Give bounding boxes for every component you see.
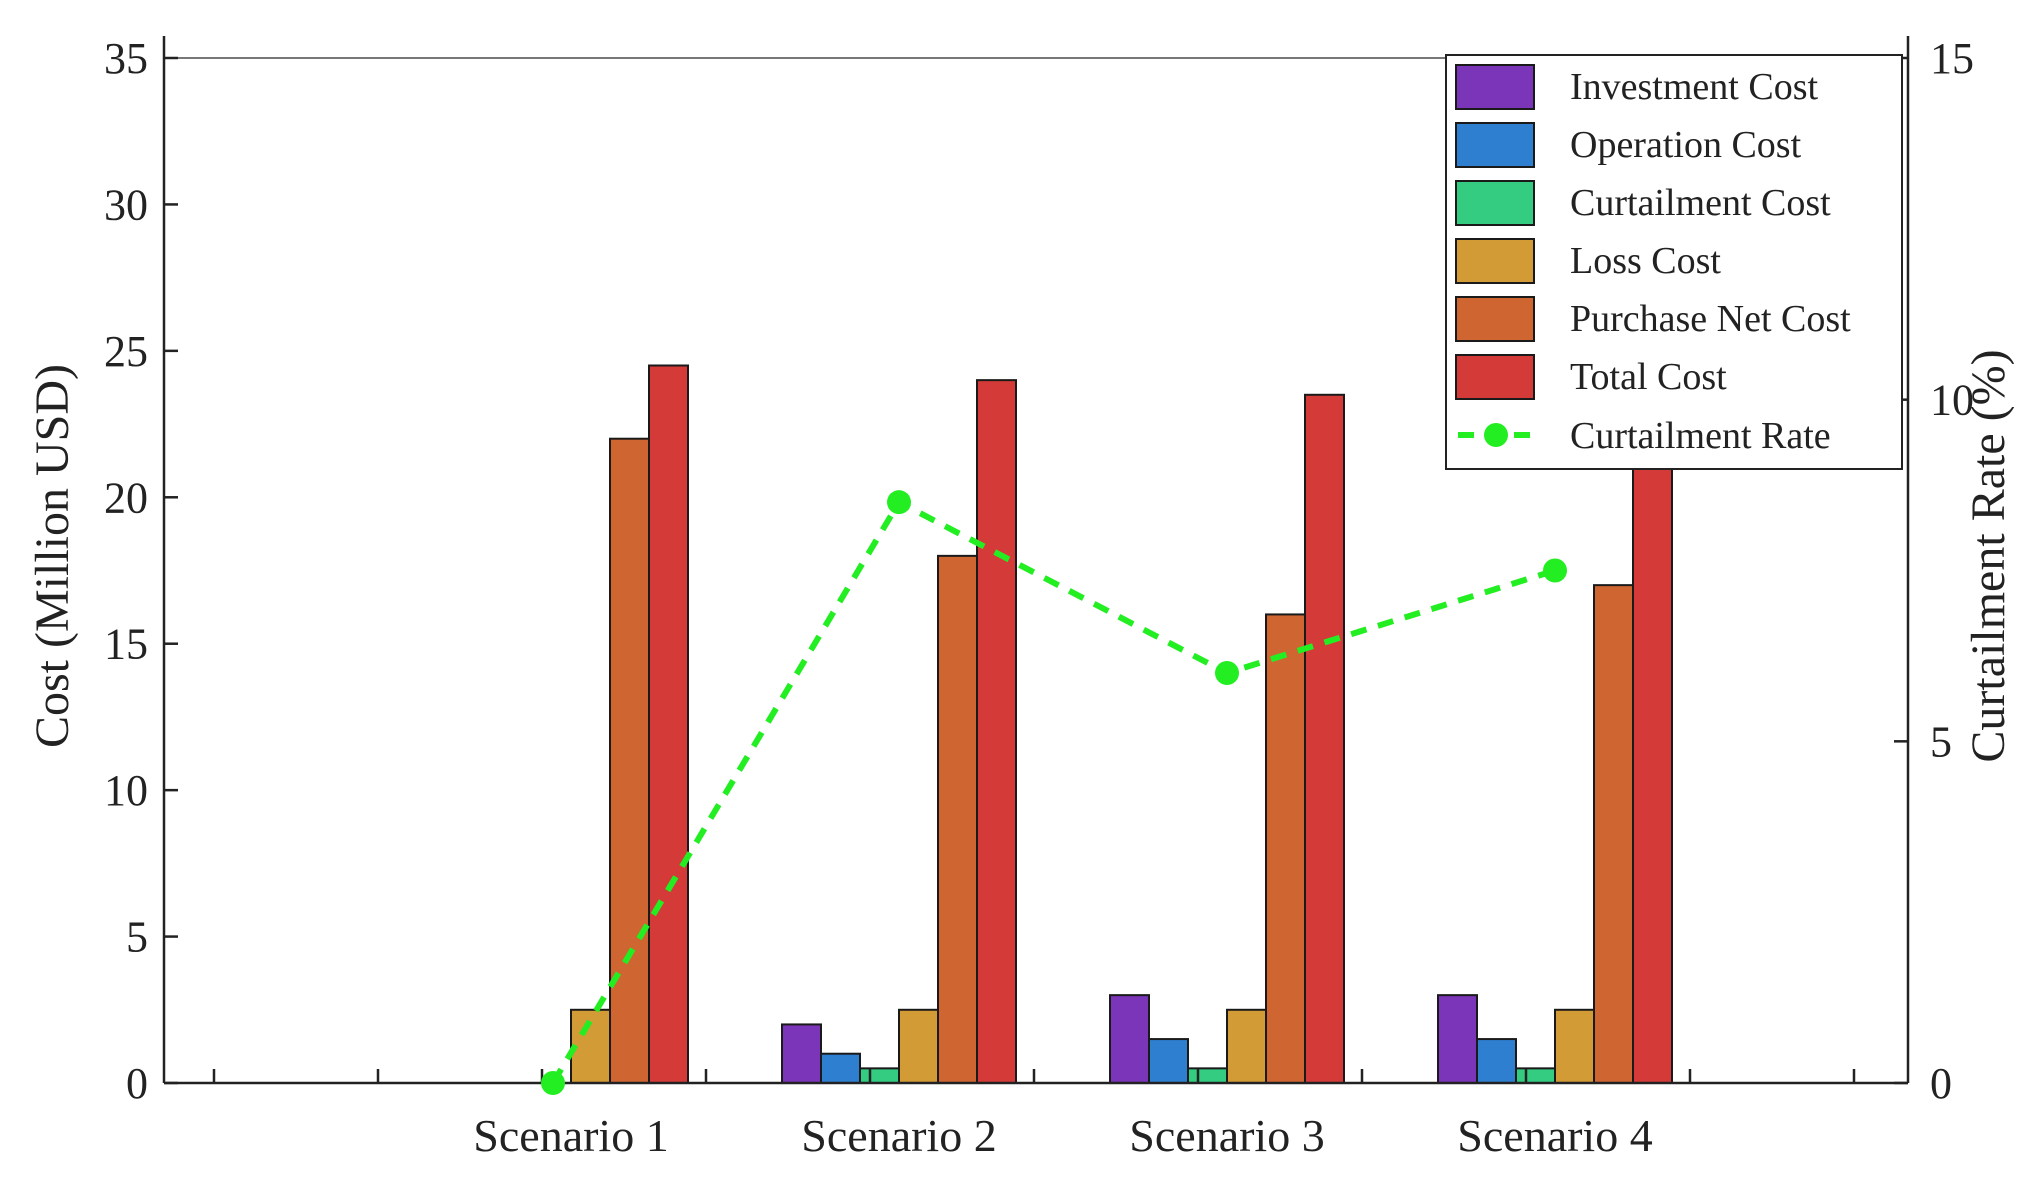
y2-tick-label: 10 bbox=[1930, 376, 1974, 425]
curtailment-rate-line-path bbox=[550, 498, 1556, 1085]
legend-swatch-investment-cost bbox=[1455, 64, 1535, 110]
legend-swatch-purchase-net-cost bbox=[1455, 296, 1535, 342]
bar-curtailment-cost-2 bbox=[859, 1067, 900, 1085]
legend-label: Operation Cost bbox=[1570, 124, 1802, 166]
legend-label: Investment Cost bbox=[1570, 66, 1818, 108]
legend-label: Total Cost bbox=[1570, 356, 1727, 398]
bar-purchase-net-cost-4 bbox=[1593, 584, 1634, 1085]
legend-label: Curtailment Rate bbox=[1570, 415, 1831, 457]
x-category-label: Scenario 4 bbox=[1457, 1110, 1652, 1161]
bar-curtailment-cost-4 bbox=[1515, 1067, 1556, 1085]
bar-investment-cost-4 bbox=[1437, 994, 1478, 1085]
bar-purchase-net-cost-3 bbox=[1265, 613, 1306, 1085]
y2-tick-label: 0 bbox=[1930, 1059, 1952, 1108]
curtailment-rate-point-3 bbox=[1215, 661, 1239, 685]
legend-swatch-operation-cost bbox=[1455, 122, 1535, 168]
legend-swatch-curtailment-cost bbox=[1455, 180, 1535, 226]
bar-total-cost-2 bbox=[976, 379, 1017, 1084]
bar-operation-cost-3 bbox=[1148, 1038, 1189, 1084]
legend-label: Loss Cost bbox=[1570, 240, 1721, 282]
x-category-label: Scenario 2 bbox=[801, 1110, 996, 1161]
y-tick-label: 20 bbox=[104, 473, 148, 522]
x-category-label: Scenario 1 bbox=[473, 1110, 668, 1161]
bar-total-cost-3 bbox=[1304, 393, 1345, 1084]
y2-tick-label: 5 bbox=[1930, 717, 1952, 766]
bar-operation-cost-4 bbox=[1476, 1038, 1517, 1084]
bar-investment-cost-2 bbox=[781, 1023, 822, 1085]
curtailment-rate-point-2 bbox=[887, 490, 911, 515]
bar-investment-cost-3 bbox=[1109, 994, 1150, 1085]
y-tick-label: 30 bbox=[104, 180, 148, 229]
y2-axis-label: Curtailment Rate (%) bbox=[1962, 349, 2015, 762]
x-category-label: Scenario 3 bbox=[1129, 1110, 1324, 1161]
y-tick-label: 35 bbox=[104, 34, 148, 83]
legend-swatch-loss-cost bbox=[1455, 238, 1535, 284]
curtailment-rate-line bbox=[541, 490, 1567, 1095]
y-tick-label: 25 bbox=[104, 327, 148, 376]
bar-loss-cost-4 bbox=[1554, 1008, 1595, 1084]
bar-operation-cost-2 bbox=[820, 1052, 861, 1084]
legend-marker-curtailment-rate bbox=[1484, 423, 1508, 447]
y2-tick-label: 15 bbox=[1930, 34, 1974, 83]
curtailment-rate-point-4 bbox=[1543, 558, 1567, 583]
y-tick-label: 15 bbox=[104, 620, 148, 669]
bar-purchase-net-cost-2 bbox=[937, 554, 978, 1084]
y-tick-label: 0 bbox=[126, 1059, 148, 1108]
legend: Investment Cost Operation Cost Curtailment… bbox=[1445, 54, 1903, 470]
axis-ticks: 0 5 10 15 20 25 30 35 0 5 10 15 Scenario 1 Scenario 2… bbox=[104, 34, 1974, 1161]
y-tick-label: 10 bbox=[104, 766, 148, 815]
bar-loss-cost-3 bbox=[1226, 1008, 1267, 1084]
curtailment-rate-point-1 bbox=[541, 1071, 565, 1095]
bar-total-cost-1 bbox=[648, 364, 689, 1084]
bar-curtailment-cost-3 bbox=[1187, 1067, 1228, 1085]
bar-series bbox=[570, 364, 1673, 1085]
axes bbox=[162, 36, 1910, 1085]
legend-label: Curtailment Cost bbox=[1570, 182, 1831, 224]
legend-swatch-total-cost bbox=[1455, 354, 1535, 400]
bar-purchase-net-cost-1 bbox=[609, 437, 650, 1084]
bar-loss-cost-2 bbox=[898, 1008, 939, 1084]
legend-label: Purchase Net Cost bbox=[1570, 298, 1851, 340]
y-axis-label: Cost (Million USD) bbox=[26, 364, 79, 748]
bar-total-cost-4 bbox=[1632, 364, 1673, 1084]
y-tick-label: 5 bbox=[126, 913, 148, 962]
